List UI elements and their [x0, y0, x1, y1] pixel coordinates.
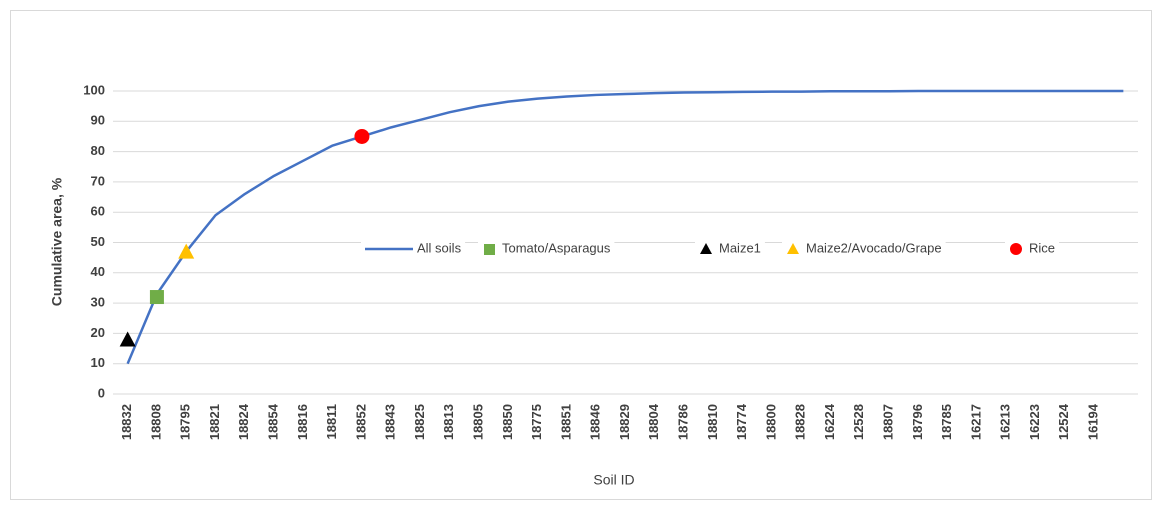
legend-label: Maize1: [719, 240, 761, 255]
y-tick-label: 90: [91, 113, 105, 128]
x-tick-label: 18807: [881, 404, 896, 440]
x-tick-label: 18821: [207, 404, 222, 440]
x-tick-label: 18813: [441, 404, 456, 440]
y-tick-label: 40: [91, 264, 105, 279]
legend-bg: [695, 239, 765, 259]
x-tick-label: 18846: [588, 404, 603, 440]
y-tick-label: 30: [91, 295, 105, 310]
legend-bg: [361, 239, 466, 259]
legend-swatch: [484, 244, 495, 255]
x-tick-label: 18825: [412, 404, 427, 440]
y-tick-label: 50: [91, 234, 105, 249]
x-tick-label: 18843: [383, 404, 398, 440]
x-tick-label: 18824: [236, 403, 251, 440]
x-tick-label: 18816: [295, 404, 310, 440]
x-tick-label: 18851: [558, 404, 573, 440]
x-tick-label: 16223: [1027, 404, 1042, 440]
x-tick-label: 16224: [822, 403, 837, 440]
x-tick-label: 18811: [324, 404, 339, 439]
x-tick-label: 18808: [148, 404, 163, 440]
x-tick-label: 18852: [353, 404, 368, 440]
marker: [119, 331, 136, 347]
x-tick-label: 18775: [529, 404, 544, 440]
legend-label: Maize2/Avocado/Grape: [806, 240, 942, 255]
y-tick-label: 60: [91, 204, 105, 219]
x-tick-label: 16217: [968, 404, 983, 440]
x-tick-label: 18828: [793, 404, 808, 440]
x-tick-label: 18810: [705, 404, 720, 440]
legend-swatch: [787, 243, 799, 254]
y-tick-label: 80: [91, 143, 105, 158]
x-tick-label: 18805: [471, 404, 486, 440]
legend-label: All soils: [417, 240, 462, 255]
x-tick-label: 18854: [266, 403, 281, 440]
x-tick-label: 18786: [676, 404, 691, 440]
y-tick-label: 100: [83, 82, 105, 97]
legend-label: Rice: [1029, 240, 1055, 255]
x-tick-label: 18800: [763, 404, 778, 440]
x-axis-title: Soil ID: [593, 472, 634, 488]
legend-bg: [782, 239, 946, 259]
y-tick-label: 0: [98, 385, 105, 400]
line: [126, 89, 1124, 365]
marker: [354, 128, 370, 144]
x-tick-label: 18804: [646, 403, 661, 440]
y-tick-label: 20: [91, 325, 105, 340]
x-tick-label: 18796: [910, 404, 925, 440]
marker: [178, 243, 195, 259]
x-tick-label: 18829: [617, 404, 632, 440]
x-tick-label: 18795: [178, 404, 193, 440]
legend-bg: [478, 239, 615, 259]
x-tick-label: 16213: [998, 404, 1013, 440]
y-tick-label: 10: [91, 355, 105, 370]
y-axis-title: Cumulative area, %: [49, 177, 65, 306]
legend-label: Tomato/Asparagus: [502, 240, 611, 255]
legend-swatch: [700, 243, 712, 254]
x-tick-label: 18850: [500, 404, 515, 440]
x-tick-label: 18832: [119, 404, 134, 440]
x-tick-label: 18785: [939, 404, 954, 440]
legend-swatch: [1010, 243, 1022, 255]
y-tick-label: 70: [91, 173, 105, 188]
marker: [149, 290, 164, 305]
x-tick-label: 12528: [851, 404, 866, 440]
x-tick-label: 12524: [1056, 403, 1071, 440]
x-tick-label: 18774: [734, 403, 749, 440]
x-tick-label: 16194: [1086, 403, 1101, 440]
